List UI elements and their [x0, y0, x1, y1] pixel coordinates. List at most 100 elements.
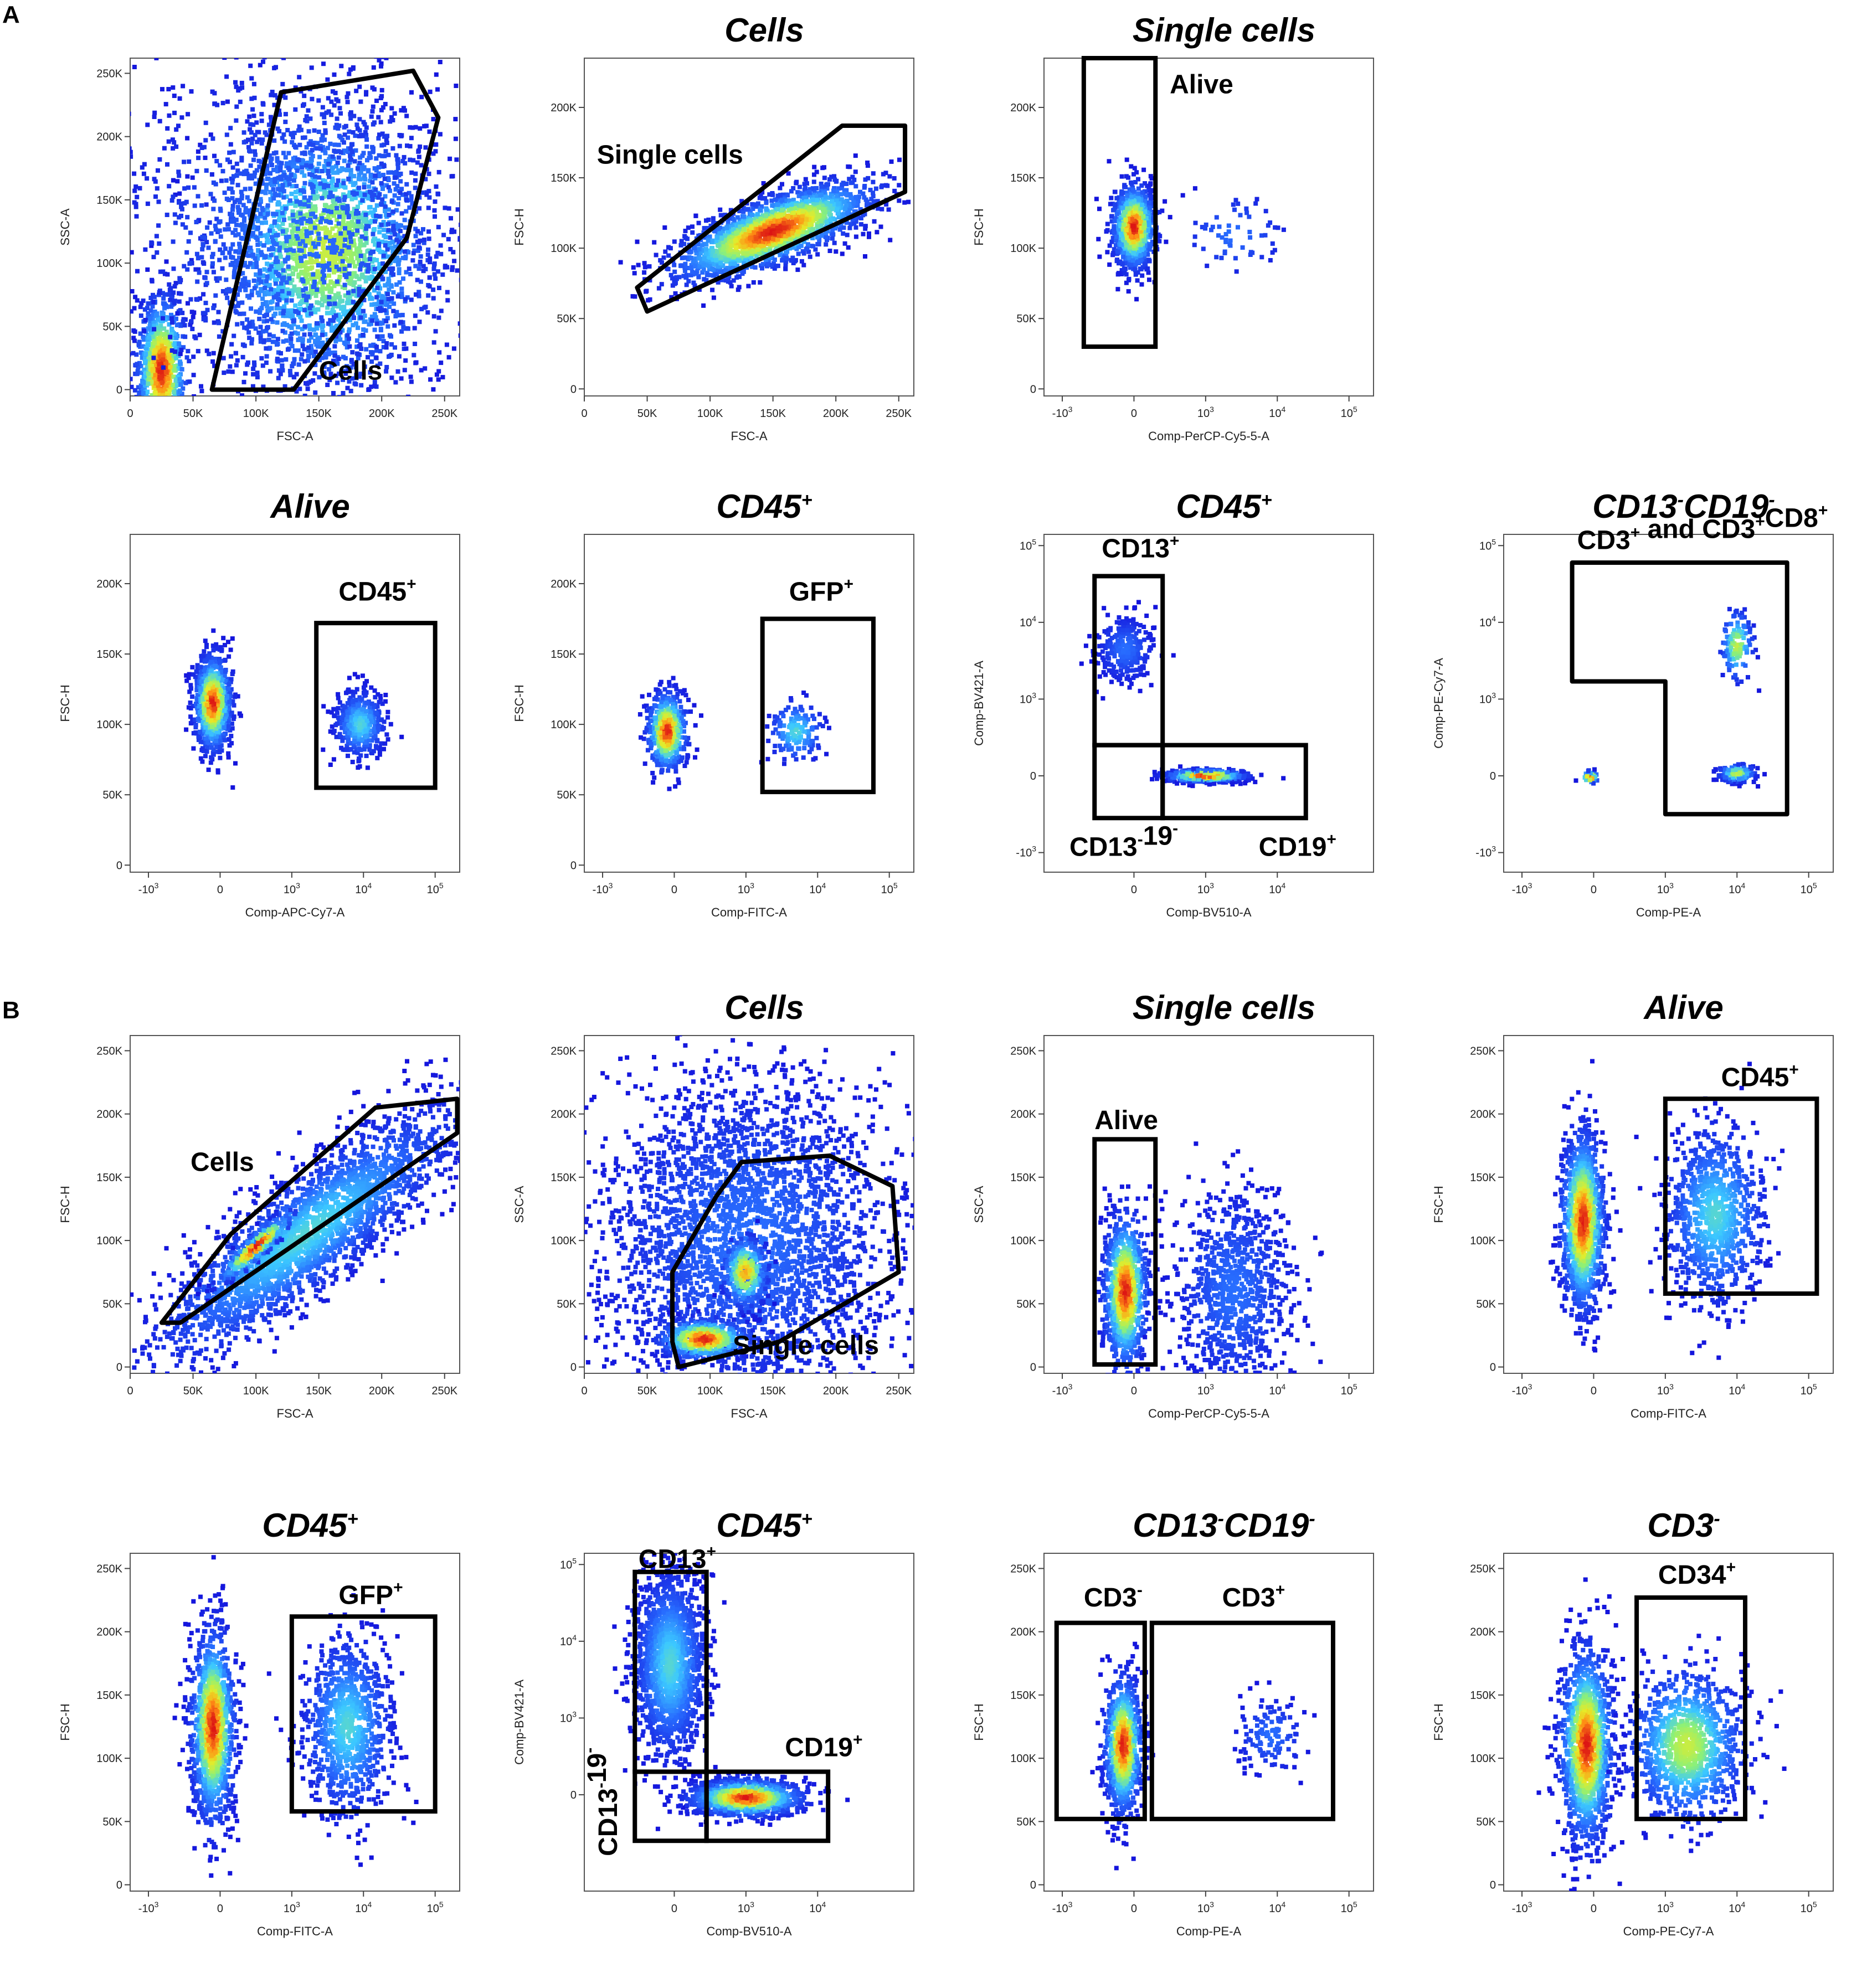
event-dot [308, 332, 312, 337]
event-dot [227, 50, 232, 55]
event-dot [343, 342, 348, 346]
event-dot [404, 192, 408, 197]
event-dot [212, 198, 217, 203]
event-dot [183, 334, 187, 339]
event-dot [411, 158, 415, 162]
event-dot [418, 428, 423, 432]
event-dot [145, 306, 150, 310]
event-dot [250, 107, 255, 112]
event-dot [500, 185, 504, 189]
event-dot [156, 317, 160, 322]
event-dot [213, 101, 217, 106]
event-dot [162, 301, 167, 306]
event-dot [264, 346, 268, 351]
event-dot [162, 419, 166, 423]
event-dot [240, 194, 244, 198]
event-dot [291, 362, 295, 366]
event-dot [307, 338, 311, 343]
event-dot [264, 183, 269, 187]
event-dot [199, 389, 204, 393]
event-dot [439, 243, 443, 248]
event-dot [168, 403, 173, 407]
event-dot [341, 259, 345, 264]
event-dot [325, 263, 329, 267]
event-dot [316, 254, 321, 259]
event-dot [234, 351, 238, 356]
event-dot [348, 68, 353, 72]
event-dot [275, 302, 280, 307]
event-dot [145, 415, 150, 420]
event-dot [237, 242, 241, 246]
event-dot [184, 381, 188, 385]
event-dot [196, 349, 200, 353]
event-dot [313, 225, 317, 230]
event-dot [148, 397, 152, 401]
event-dot [199, 255, 204, 260]
x-tick-label: 100K [243, 408, 269, 420]
event-dot [413, 178, 418, 183]
event-dot [48, 428, 53, 432]
event-dot [328, 302, 332, 306]
event-dot [377, 230, 382, 234]
event-dot [342, 267, 347, 271]
event-dot [217, 321, 221, 325]
event-dot [414, 125, 418, 130]
event-dot [162, 454, 166, 458]
event-dot [409, 375, 413, 379]
event-dot [190, 327, 194, 331]
event-dot [288, 369, 292, 373]
event-dot [275, 159, 280, 163]
event-dot [162, 418, 166, 422]
event-dot [138, 472, 142, 477]
event-dot [435, 87, 440, 92]
event-dot [383, 204, 388, 209]
event-dot [153, 414, 157, 418]
event-dot [155, 411, 159, 415]
event-dot [214, 228, 218, 232]
event-dot [335, 123, 339, 127]
event-dot [487, 192, 492, 196]
event-dot [150, 241, 154, 246]
event-dot [217, 310, 221, 315]
event-dot [357, 161, 362, 165]
event-dot [258, 399, 262, 404]
event-dot [264, 187, 269, 191]
event-dot [380, 88, 384, 92]
event-dot [165, 272, 169, 277]
event-dot [398, 190, 403, 195]
event-dot [167, 114, 172, 118]
event-dot [234, 310, 239, 315]
event-dot [150, 471, 154, 475]
event-dot [376, 479, 380, 483]
event-dot [209, 192, 213, 196]
event-dot [440, 272, 445, 277]
event-dot [48, 124, 53, 128]
event-dot [310, 398, 315, 402]
event-dot [339, 306, 343, 311]
event-dot [396, 369, 400, 374]
event-dot [150, 437, 154, 441]
event-dot [119, 272, 123, 276]
event-dot [323, 225, 327, 230]
event-dot [297, 362, 301, 367]
event-dot [174, 405, 178, 410]
event-dot [279, 351, 283, 356]
event-dot [431, 387, 435, 392]
event-dot [417, 266, 421, 271]
event-dot [107, 238, 111, 243]
event-dot [373, 312, 377, 316]
event-dot [173, 432, 177, 437]
event-dot [166, 399, 170, 404]
event-dot [301, 136, 305, 140]
event-dot [379, 120, 383, 125]
event-dot [164, 362, 168, 366]
event-dot [332, 188, 337, 192]
event-dot [454, 137, 458, 141]
event-dot [164, 418, 168, 422]
event-dot [156, 397, 161, 401]
event-dot [389, 106, 394, 111]
event-dot [257, 277, 261, 282]
event-dot [278, 166, 282, 170]
event-dot [142, 329, 146, 333]
